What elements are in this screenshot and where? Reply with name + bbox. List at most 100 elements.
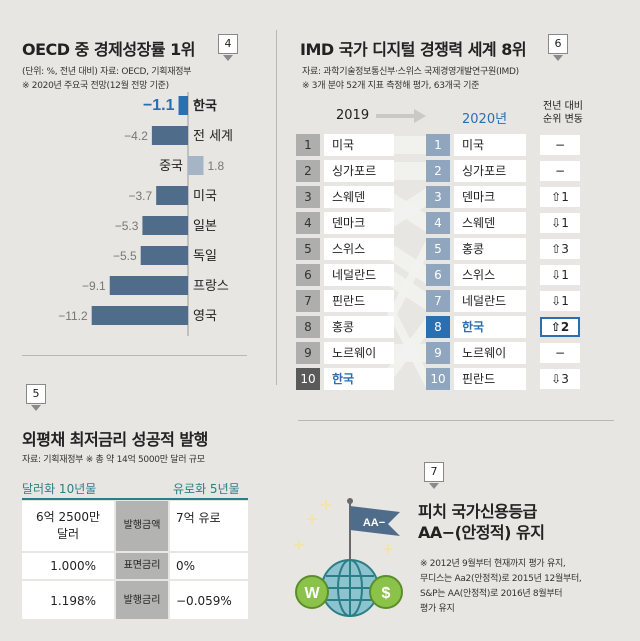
rank-number: 4 <box>426 212 450 234</box>
bond-badge: 5 <box>26 384 46 411</box>
category-label: 영국 <box>193 309 217 324</box>
rank-country: 덴마크 <box>454 186 526 208</box>
rank-number: 2 <box>296 160 320 182</box>
col-change-line: 전년 대비 <box>543 101 583 112</box>
rank-shift-band <box>386 162 426 180</box>
fitch-badge: 7 <box>424 462 444 489</box>
rank-change: ⇩1 <box>540 213 580 233</box>
divider <box>276 30 277 385</box>
fitch-note: 평가 유지 <box>420 604 455 614</box>
rank-number: 5 <box>426 238 450 260</box>
rank-change: ⇧1 <box>540 187 580 207</box>
rank-change: ⇧2 <box>540 317 580 337</box>
data-label: −4.2 <box>124 129 148 143</box>
rank-number: 10 <box>426 368 450 390</box>
rank-country: 노르웨이 <box>454 342 526 364</box>
divider <box>22 355 247 356</box>
rank-country: 싱가포르 <box>454 160 526 182</box>
rank-number: 1 <box>426 134 450 156</box>
rank-shift-band <box>386 318 426 388</box>
rank-country: 스위스 <box>324 238 394 260</box>
rank-country: 홍콩 <box>454 238 526 260</box>
rank-number: 4 <box>296 212 320 234</box>
bond-row-label: 발행금리 <box>116 581 168 619</box>
rank-number: 9 <box>296 342 320 364</box>
category-label: 전 세계 <box>193 129 233 144</box>
bar <box>140 246 188 265</box>
dollar-coin-icon: $ <box>382 585 391 602</box>
bond-title: 외평채 최저금리 성공적 발행 <box>22 430 208 449</box>
rank-number: 9 <box>426 342 450 364</box>
chevron-down-icon <box>31 405 41 411</box>
data-label: −5.5 <box>113 249 137 263</box>
oecd-badge: 4 <box>218 34 238 61</box>
bar <box>156 186 188 205</box>
flag-label: AA− <box>363 517 385 529</box>
bond-value: 7억 유로 <box>170 501 248 551</box>
rank-change: ⇩1 <box>540 265 580 285</box>
rank-country: 미국 <box>324 134 394 156</box>
bond-cell: 6억 2500만 달러 <box>22 501 114 551</box>
category-label: 일본 <box>193 219 217 234</box>
sparkle-icon <box>294 500 393 554</box>
bond-right-header: 유로화 5년물 <box>173 482 240 496</box>
chevron-down-icon <box>429 483 439 489</box>
data-label: −5.3 <box>115 219 139 233</box>
rank-country: 핀란드 <box>324 290 394 312</box>
chevron-down-icon <box>223 55 233 61</box>
bond-row-label: 표면금리 <box>116 553 168 579</box>
bond-header-rule <box>22 498 248 500</box>
rank-country: 홍콩 <box>324 316 394 338</box>
data-label: −3.7 <box>128 189 152 203</box>
rank-country: 스웨덴 <box>454 212 526 234</box>
bar <box>109 276 188 295</box>
rank-change: − <box>540 161 580 181</box>
category-label: 중국 <box>159 159 183 174</box>
bond-source: 자료: 기획재정부 ※ 총 약 14억 5000만 달러 규모 <box>22 455 205 465</box>
rank-country: 스위스 <box>454 264 526 286</box>
bar <box>142 216 188 235</box>
rank-country: 싱가포르 <box>324 160 394 182</box>
data-label: 1.8 <box>207 159 224 173</box>
rank-shift-lines <box>386 136 426 388</box>
chevron-down-icon <box>553 55 563 61</box>
bond-value: −0.059% <box>170 581 248 619</box>
rank-country: 미국 <box>454 134 526 156</box>
col-change-line: 순위 변동 <box>543 114 583 125</box>
globe-flag-illustration: AA− W $ <box>294 498 403 617</box>
oecd-note: ※ 2020년 주요국 전망(12월 전망 기준) <box>22 81 169 91</box>
data-label: −9.1 <box>82 279 106 293</box>
bond-value: 달러 <box>56 527 80 541</box>
imd-title: IMD 국가 디지털 경쟁력 세계 8위 <box>300 40 527 59</box>
imd-badge: 6 <box>548 34 568 61</box>
category-label: 독일 <box>193 249 217 264</box>
category-label: 미국 <box>193 189 217 204</box>
divider <box>298 420 614 421</box>
fitch-note: S&P는 AA(안정적)로 2016년 8월부터 <box>420 589 563 599</box>
fitch-title-line2: AA−(안정적) 유지 <box>418 523 545 542</box>
rank-country: 덴마크 <box>324 212 394 234</box>
rank-number: 5 <box>296 238 320 260</box>
bar <box>91 306 188 325</box>
rank-change: ⇩3 <box>540 369 580 389</box>
rank-number: 2 <box>426 160 450 182</box>
bond-value: 1.000% <box>22 553 114 579</box>
bond-value: 1.198% <box>22 581 114 619</box>
rank-number: 10 <box>296 368 320 390</box>
rank-country: 스웨덴 <box>324 186 394 208</box>
rank-shift-band <box>386 240 426 336</box>
badge-number: 4 <box>218 34 238 54</box>
badge-number: 5 <box>26 384 46 404</box>
arrow-right-icon <box>376 109 426 123</box>
rank-change: ⇩1 <box>540 291 580 311</box>
rank-country: 핀란드 <box>454 368 526 390</box>
rank-country: 노르웨이 <box>324 342 394 364</box>
bar <box>178 96 188 115</box>
rank-number: 8 <box>426 316 450 338</box>
rank-shift-band <box>386 136 426 154</box>
bond-value: 6억 2500만 <box>35 510 101 524</box>
rank-number: 6 <box>296 264 320 286</box>
rank-country: 한국 <box>454 316 526 338</box>
rank-change: − <box>540 343 580 363</box>
bond-value: 0% <box>170 553 248 579</box>
